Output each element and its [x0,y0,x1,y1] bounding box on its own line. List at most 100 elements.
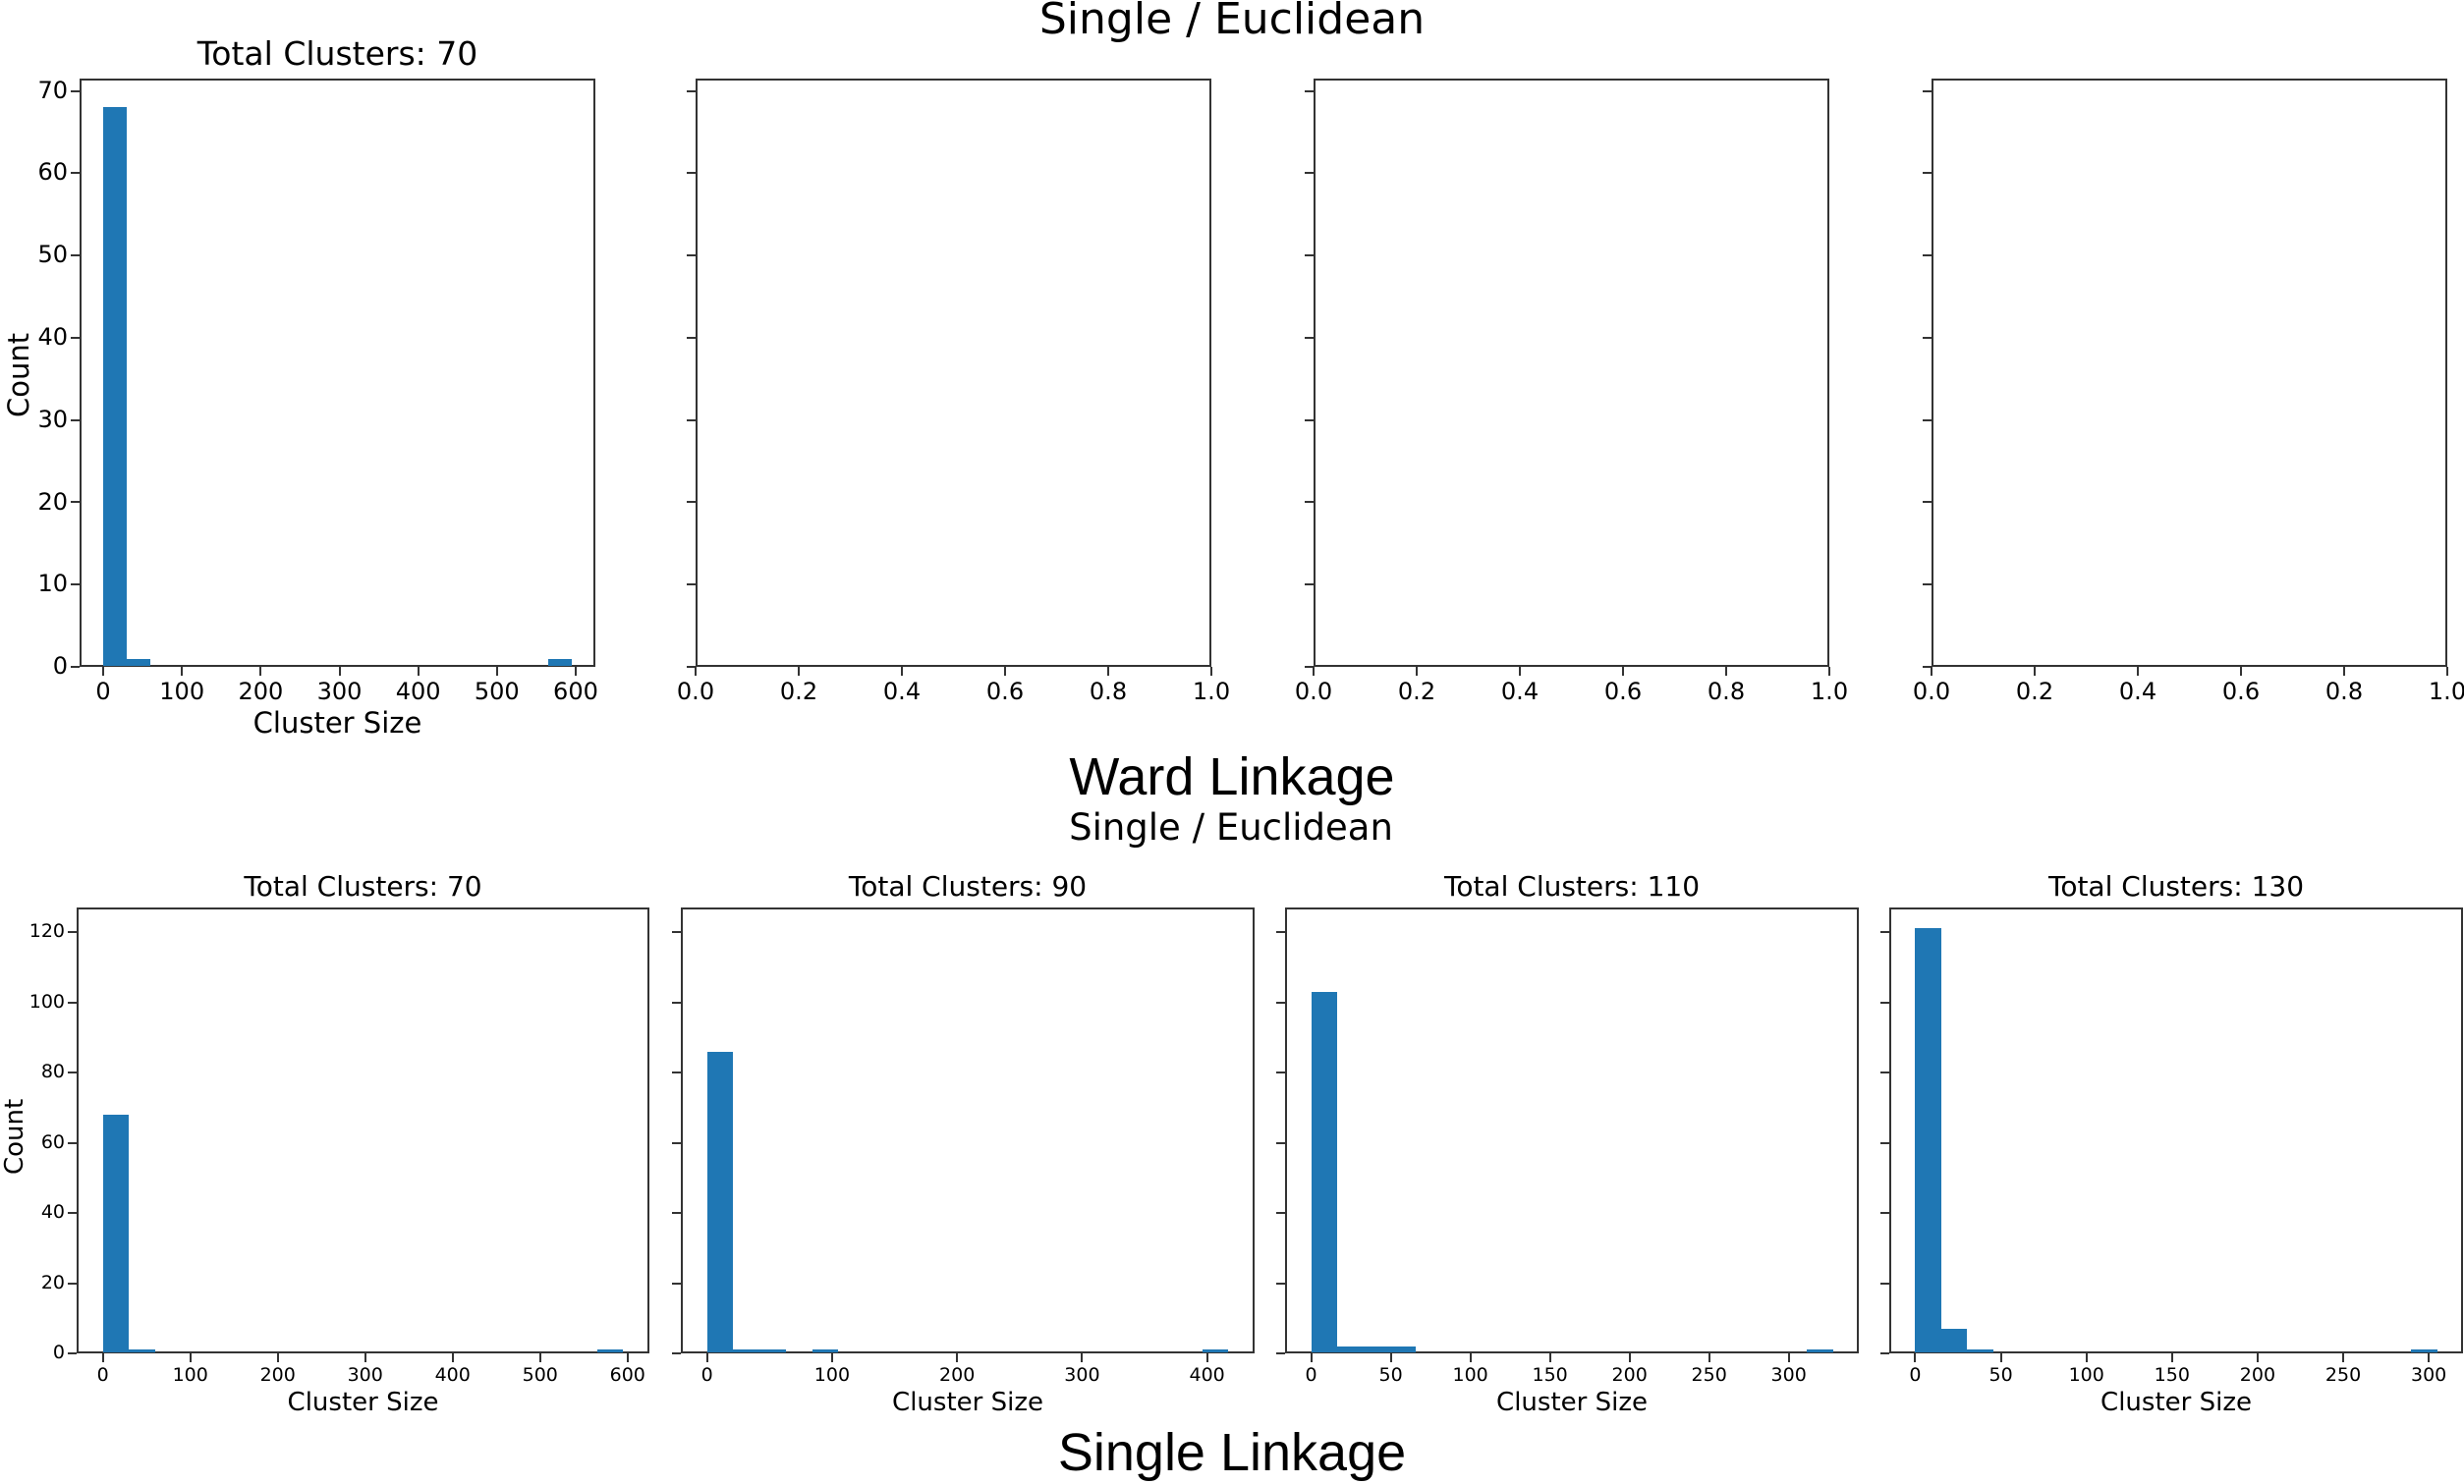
x-tick-label: 100 [2068,1364,2104,1386]
x-tick-label: 250 [1691,1364,1727,1386]
x-tick-mark [798,667,800,676]
y-tick-mark [1276,1001,1285,1004]
x-tick-label: 0.4 [2118,678,2157,705]
y-tick-mark [672,1001,681,1004]
x-tick-mark [705,1353,708,1362]
y-tick-mark [1305,172,1314,175]
y-tick-mark [1923,172,1932,175]
x-tick-label: 150 [2154,1364,2190,1386]
axes-title: Total Clusters: 90 [848,870,1088,904]
x-axis-label: Cluster Size [892,1388,1043,1417]
x-axis-label: Cluster Size [252,706,422,740]
x-tick-mark [364,1353,366,1362]
x-tick-label: 600 [609,1364,645,1386]
x-tick-mark [1708,1353,1710,1362]
x-tick-mark [1004,667,1006,676]
y-tick-label: 30 [37,405,68,433]
histogram-bar [1807,1349,1834,1352]
y-tick-mark [672,1352,681,1354]
x-tick-label: 0 [96,1364,109,1386]
y-tick-mark [1305,666,1314,668]
x-tick-mark [574,667,577,676]
x-tick-label: 0.0 [1294,678,1333,705]
x-tick-mark [1205,1353,1208,1362]
y-tick-mark [687,172,696,175]
x-tick-label: 0.8 [2324,678,2364,705]
y-tick-label: 40 [37,323,68,351]
x-tick-mark [181,667,184,676]
x-tick-label: 0 [700,1364,713,1386]
y-tick-mark [687,254,696,257]
x-tick-label: 600 [553,678,598,705]
y-tick-mark [687,666,696,668]
x-tick-label: 500 [522,1364,558,1386]
y-tick-mark [1923,89,1932,92]
y-tick-mark [672,1212,681,1214]
x-tick-label: 50 [1988,1364,2013,1386]
x-tick-label: 300 [316,678,363,705]
histogram-axes [1889,907,2463,1353]
y-tick-mark [71,501,80,504]
x-tick-label: 400 [434,1364,471,1386]
y-tick-mark [68,1212,77,1214]
x-tick-mark [626,1353,629,1362]
x-tick-label: 0 [95,678,111,705]
histogram-axes [1932,79,2447,667]
x-tick-label: 100 [1452,1364,1488,1386]
x-tick-mark [451,1353,454,1362]
y-tick-mark [1923,501,1932,504]
histogram-bar [2411,1349,2437,1352]
y-tick-label: 20 [37,487,68,516]
y-tick-mark [1880,1141,1889,1144]
y-tick-mark [68,1282,77,1285]
x-axis-label: Cluster Size [1496,1388,1648,1417]
x-tick-label: 300 [347,1364,383,1386]
histogram-bar [127,658,151,666]
y-tick-mark [687,583,696,586]
histogram-axes [696,79,1211,667]
x-tick-mark [2034,667,2036,676]
histogram-bar [706,1051,734,1352]
y-tick-mark [1276,1282,1285,1285]
y-tick-label: 100 [28,990,65,1013]
bottom-title: Single Linkage [1057,1423,1407,1482]
x-tick-mark [417,667,420,676]
y-tick-label: 0 [52,652,68,681]
x-tick-mark [101,1353,104,1362]
y-tick-mark [687,336,696,339]
y-tick-mark [1276,1141,1285,1144]
x-tick-mark [2428,1353,2431,1362]
x-tick-mark [1519,667,1521,676]
y-tick-mark [687,418,696,421]
x-tick-label: 0.2 [1397,678,1436,705]
x-axis-label: Cluster Size [287,1388,439,1417]
x-tick-mark [2342,1353,2345,1362]
x-tick-label: 0.2 [2015,678,2054,705]
x-tick-mark [1787,1353,1790,1362]
y-tick-label: 60 [37,158,68,187]
histogram-bar [102,1114,130,1352]
y-tick-label: 80 [40,1061,65,1083]
x-tick-mark [495,667,498,676]
x-tick-label: 100 [172,1364,208,1386]
y-axis-label: Count [0,1098,29,1175]
y-tick-mark [1923,666,1932,668]
y-tick-mark [1305,89,1314,92]
y-tick-mark [1305,501,1314,504]
x-tick-label: 50 [1378,1364,1403,1386]
y-tick-label: 50 [37,241,68,269]
x-tick-mark [1725,667,1727,676]
middle-subtitle: Single / Euclidean [1069,806,1393,849]
x-tick-mark [2446,667,2448,676]
y-tick-mark [1880,1072,1889,1074]
x-tick-mark [1931,667,1932,676]
x-tick-mark [1313,667,1315,676]
y-tick-mark [71,89,80,92]
y-tick-mark [71,583,80,586]
y-tick-mark [68,1072,77,1074]
y-tick-mark [68,1001,77,1004]
x-tick-label: 200 [939,1364,976,1386]
y-tick-mark [1923,336,1932,339]
y-tick-label: 40 [40,1201,65,1224]
x-tick-label: 0.6 [985,678,1025,705]
